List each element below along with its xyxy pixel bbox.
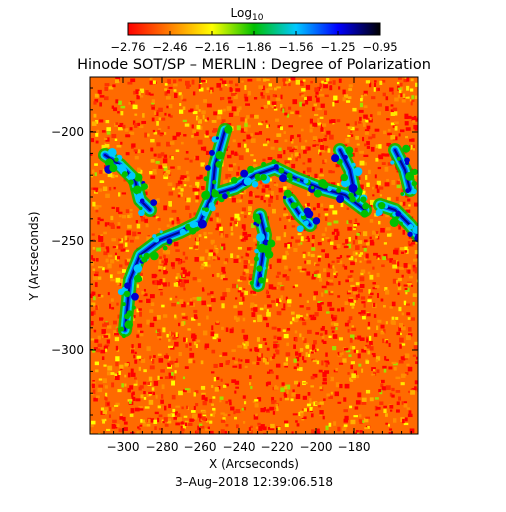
x-tick-label: −280: [146, 440, 179, 454]
x-tick-label: −300: [107, 440, 140, 454]
timestamp: 3–Aug–2018 12:39:06.518: [175, 475, 333, 489]
y-axis-label: Y (Arcseconds): [27, 211, 41, 301]
plot-frame: [89, 76, 419, 435]
colorbar-tick-label: −0.95: [362, 40, 397, 54]
x-tick-label: −180: [338, 440, 371, 454]
figure-title: Hinode SOT/SP – MERLIN : Degree of Polar…: [77, 57, 431, 73]
x-tick-label: −220: [261, 440, 294, 454]
colorbar-tick-label: −2.46: [152, 40, 187, 54]
x-tick-label: −200: [300, 440, 333, 454]
y-tick-label: −300: [51, 343, 84, 357]
y-tick-label: −200: [51, 125, 84, 139]
colorbar-ticks: −2.76 −2.46 −2.16 −1.86 −1.56 −1.25 −0.95: [110, 31, 398, 54]
x-tick-label: −260: [184, 440, 217, 454]
y-tick-label: −250: [51, 234, 84, 248]
colorbar-tick-label: −1.25: [320, 40, 355, 54]
x-axis-ticks: −300 −280 −260 −240 −220 −200 −180: [103, 77, 412, 454]
colorbar-tick-label: −1.56: [278, 40, 313, 54]
colorbar-tick-label: −1.86: [236, 40, 271, 54]
polarization-map: [90, 77, 418, 434]
x-tick-label: −240: [223, 440, 256, 454]
x-axis-label: X (Arcseconds): [209, 457, 299, 471]
y-axis-ticks: −200 −250 −300: [51, 87, 418, 416]
colorbar-tick-label: −2.76: [110, 40, 145, 54]
magnetic-network-patches: [98, 123, 418, 339]
colorbar-tick-label: −2.16: [194, 40, 229, 54]
colorbar-label: Log10: [231, 6, 264, 23]
noise-texture: [90, 77, 418, 434]
